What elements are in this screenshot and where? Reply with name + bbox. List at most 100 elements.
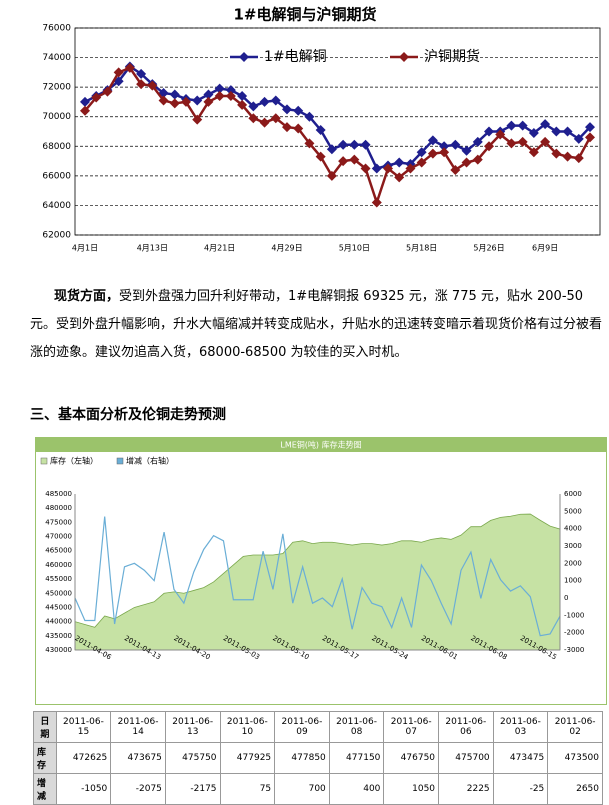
heading: 三、基本面分析及伦铜走势预测 xyxy=(30,407,226,423)
table-row: 库存 472625 473675 475750 477925 477850 477150 47… xyxy=(33,742,603,774)
y-tick-label: 470000 xyxy=(45,533,72,541)
table-cell: 2011-06-09 xyxy=(274,711,330,743)
table-cell: 473675 xyxy=(110,742,166,774)
y-tick-label: 76000 xyxy=(42,24,71,34)
point-marker xyxy=(214,91,225,102)
point-marker xyxy=(528,147,539,158)
legend-label: 沪铜期货 xyxy=(424,48,480,65)
y-tick-label: 480000 xyxy=(45,504,72,512)
table-cell: 400 xyxy=(328,773,385,805)
point-marker xyxy=(484,126,494,137)
x-tick-label: 6月9日 xyxy=(532,244,558,253)
point-marker xyxy=(304,138,315,149)
point-marker xyxy=(427,148,438,159)
y-tick-label: 68000 xyxy=(42,142,71,152)
point-marker xyxy=(237,99,248,110)
point-marker xyxy=(282,104,292,115)
table-cell: 2011-06-07 xyxy=(383,711,440,743)
x-tick-label: 5月26日 xyxy=(473,244,504,253)
price-chart: 1#电解铜与沪铜期货 62000 64000 66000 68000 70000 7200… xyxy=(42,6,601,253)
paragraph: 现货方面，受到外盘强力回升利好带动，1#电解铜报 69325 元，涨 775 元… xyxy=(30,283,602,367)
point-marker xyxy=(248,113,259,124)
point-marker xyxy=(338,139,349,150)
point-marker xyxy=(270,95,281,106)
table-cell: 477925 xyxy=(219,742,276,774)
table-cell: 475750 xyxy=(164,742,221,774)
data-table: 日期 2011-06-15 2011-06-14 2011-06-13 2011-06-… xyxy=(33,711,603,805)
legend-marker xyxy=(239,52,249,62)
x-tick-label: 4月1日 xyxy=(72,244,98,253)
y2-tick-label: -3000 xyxy=(564,646,584,654)
point-marker xyxy=(304,111,315,122)
point-marker xyxy=(506,138,517,149)
point-marker xyxy=(248,101,259,112)
point-marker xyxy=(315,125,326,136)
point-marker xyxy=(439,147,450,158)
y-tick-label: 450000 xyxy=(45,589,72,597)
legend-swatch xyxy=(116,457,124,465)
point-marker xyxy=(169,89,180,100)
x-tick-label: 4月21日 xyxy=(204,244,235,253)
table-cell: 75 xyxy=(219,773,276,805)
legend-marker xyxy=(399,52,409,62)
point-marker xyxy=(293,105,304,116)
point-marker xyxy=(585,132,595,143)
y-tick-label: 440000 xyxy=(45,618,72,626)
y-tick-label: 435000 xyxy=(45,632,72,640)
table-cell: 2011-06-15 xyxy=(55,711,112,743)
table-cell: 476750 xyxy=(383,742,440,774)
point-marker xyxy=(416,147,427,158)
point-marker xyxy=(484,141,494,152)
point-marker xyxy=(315,151,326,162)
point-marker xyxy=(371,197,382,208)
point-marker xyxy=(349,139,360,150)
point-marker xyxy=(517,136,528,147)
point-marker xyxy=(405,163,416,174)
point-marker xyxy=(439,141,450,152)
point-marker xyxy=(540,119,551,130)
point-marker xyxy=(80,105,90,116)
point-marker xyxy=(450,139,461,150)
chart-title: 1#电解铜与沪铜期货 xyxy=(233,6,376,24)
point-marker xyxy=(214,83,225,94)
point-marker xyxy=(528,127,539,138)
point-marker xyxy=(551,126,562,137)
legend-label: 1#电解铜 xyxy=(264,49,327,65)
table-cell: 2011-06-08 xyxy=(328,711,385,743)
lead: 现货方面， xyxy=(54,289,120,304)
y2-tick-label: 3000 xyxy=(564,542,582,550)
y-tick-label: 475000 xyxy=(45,518,72,526)
table-cell: 库存 xyxy=(33,742,57,774)
table-cell: 2011-06-03 xyxy=(492,711,549,743)
table-cell: 477850 xyxy=(274,742,330,774)
table-cell: 473475 xyxy=(492,742,549,774)
point-marker xyxy=(573,133,584,144)
table-cell: 472625 xyxy=(55,742,112,774)
y-tick-label: 70000 xyxy=(42,112,71,122)
x-tick-label: 4月13日 xyxy=(137,244,168,253)
point-marker xyxy=(192,95,203,106)
point-marker xyxy=(282,122,292,133)
table-cell: -2075 xyxy=(110,773,166,805)
title-bar xyxy=(36,438,606,452)
y-tick-label: 430000 xyxy=(45,646,72,654)
point-marker xyxy=(237,91,248,102)
table-cell: -1050 xyxy=(55,773,112,805)
table-cell: 1050 xyxy=(383,773,440,805)
series-area xyxy=(74,513,561,651)
y-tick-label: 445000 xyxy=(45,603,72,611)
y-tick-label: 455000 xyxy=(45,575,72,583)
point-marker xyxy=(326,144,337,155)
point-marker xyxy=(551,148,562,159)
point-marker xyxy=(349,154,360,165)
table-cell: 2011-06-13 xyxy=(164,711,221,743)
series-line xyxy=(84,66,592,207)
body: 受到外盘强力回升利好带动，1#电解铜报 69325 元，涨 775 元，贴水 2… xyxy=(30,289,603,360)
chart-title: LME铜(吨) 库存走势图 xyxy=(280,440,361,450)
y2-tick-label: 1000 xyxy=(564,577,582,585)
table-cell: 473500 xyxy=(547,742,603,774)
point-marker xyxy=(360,139,371,150)
point-marker xyxy=(147,80,158,91)
point-marker xyxy=(259,96,270,107)
table-cell: -2175 xyxy=(164,773,221,805)
